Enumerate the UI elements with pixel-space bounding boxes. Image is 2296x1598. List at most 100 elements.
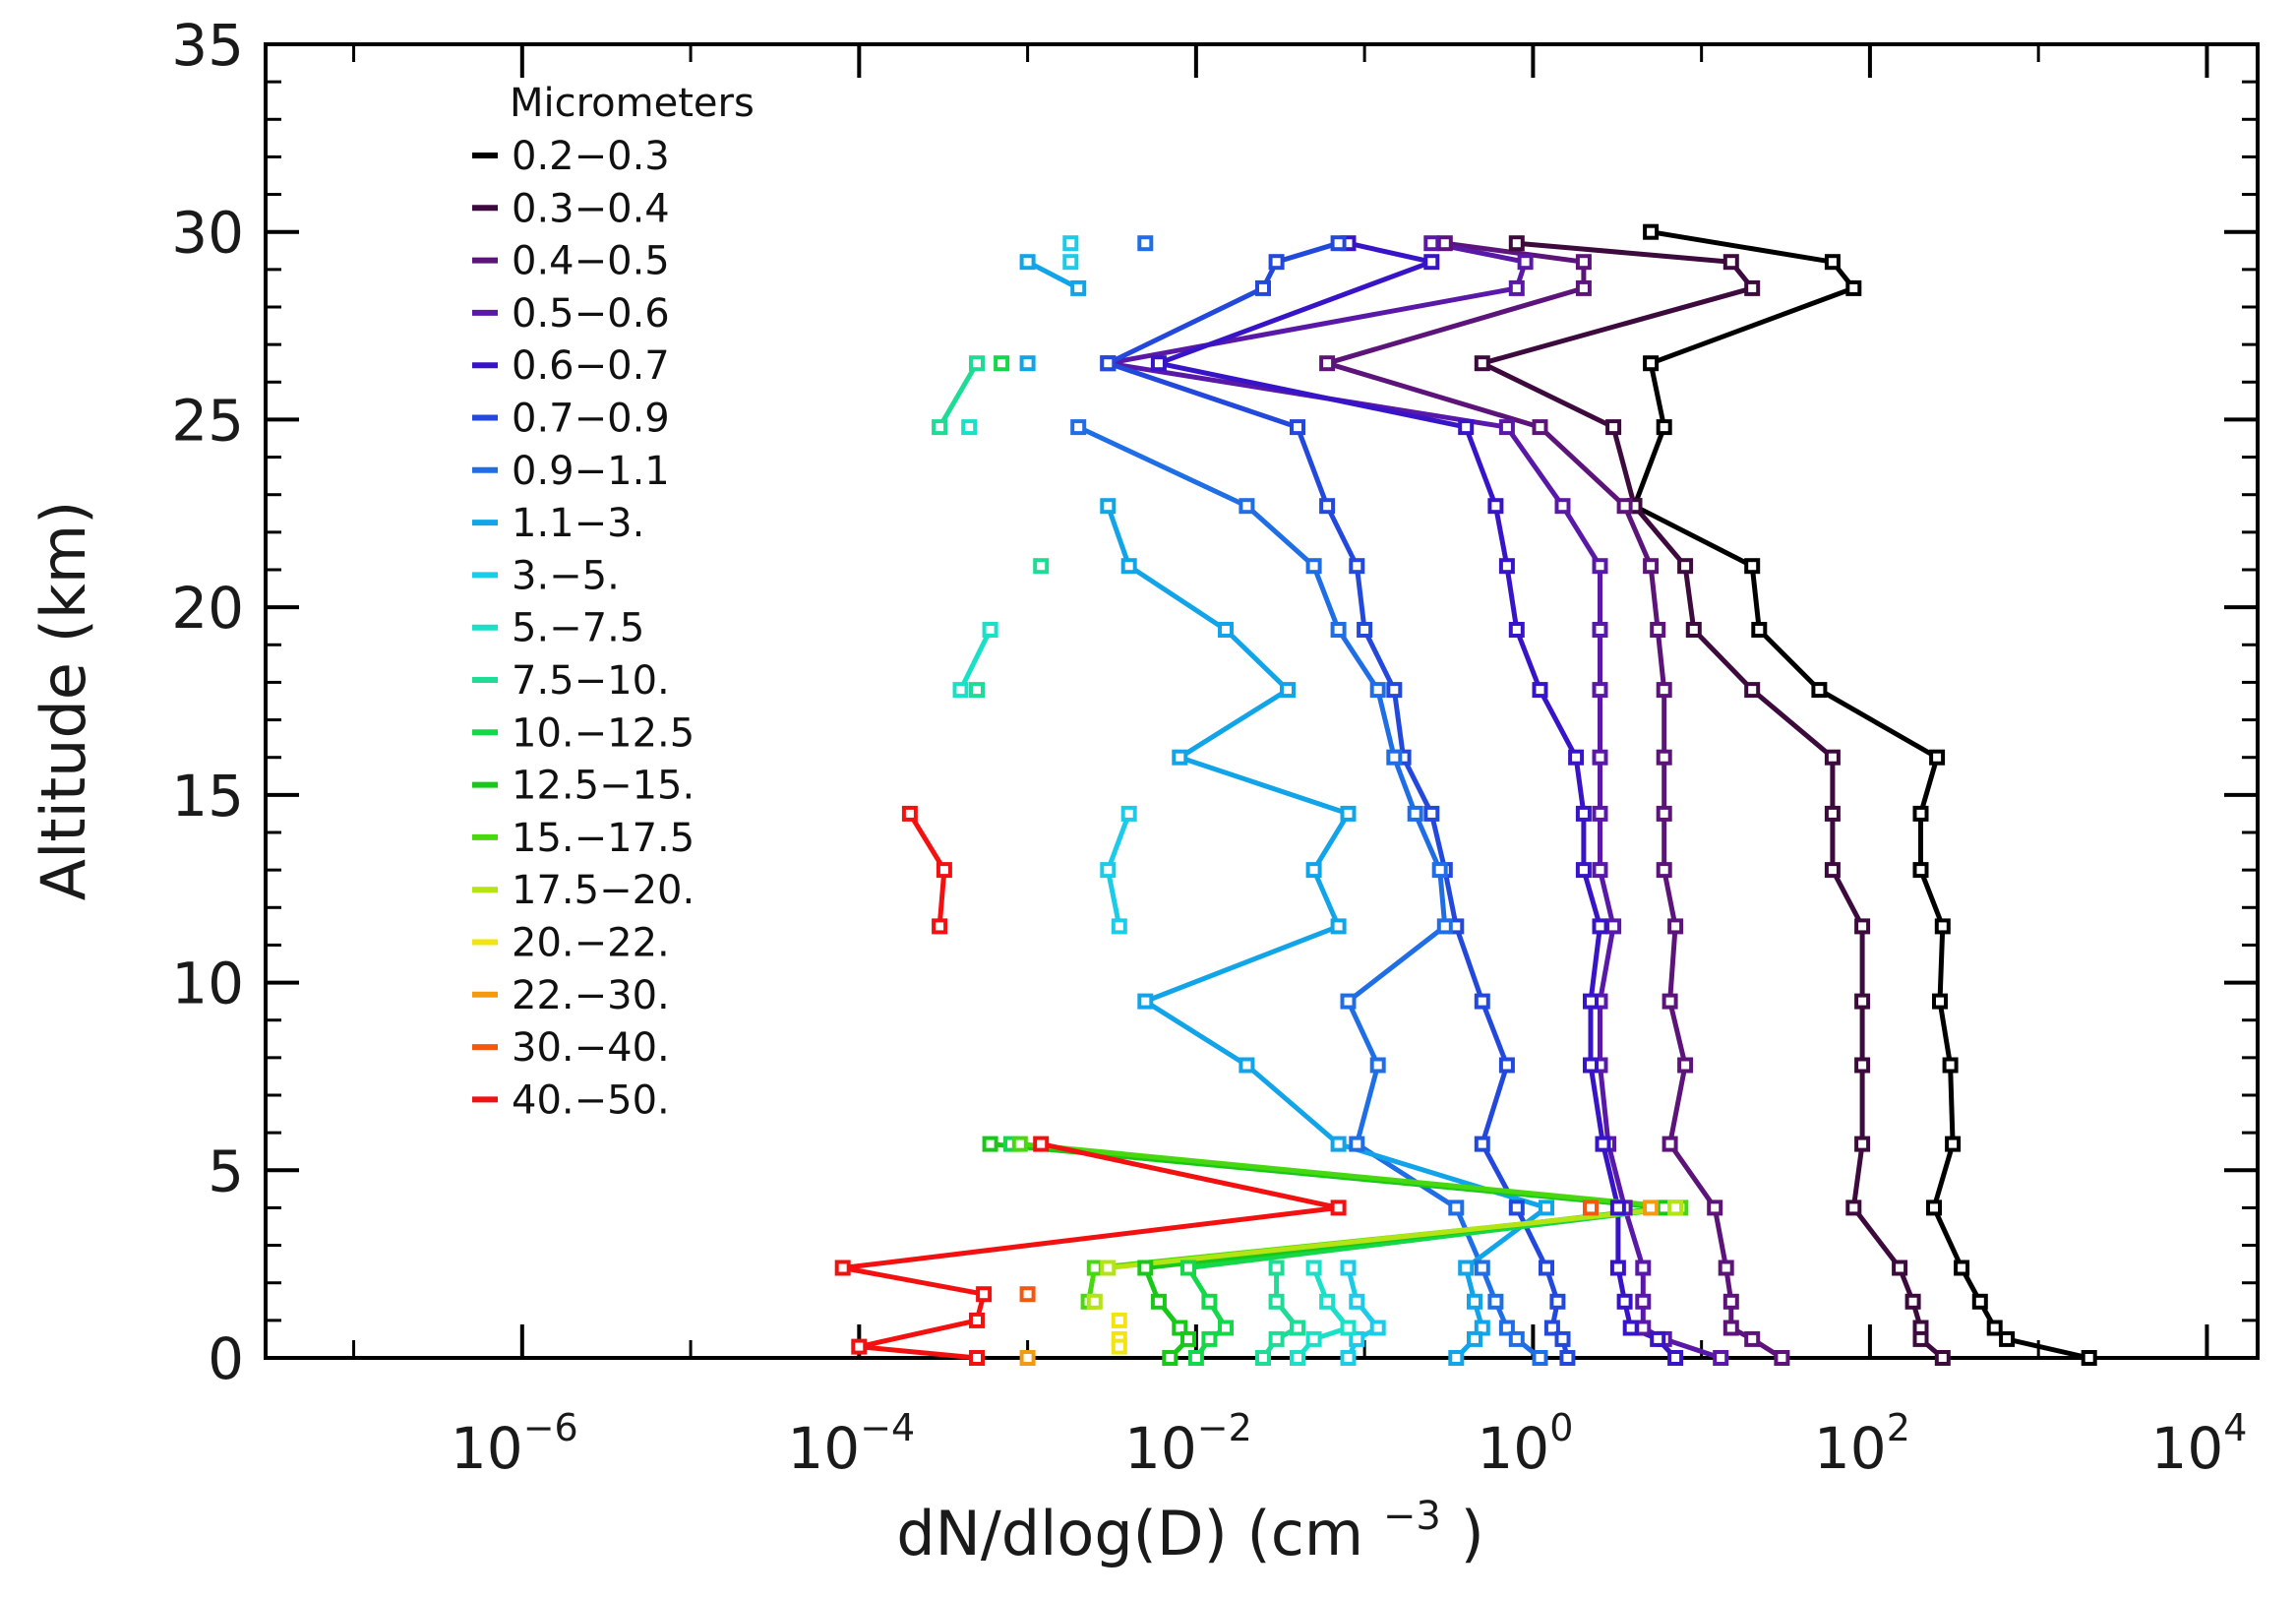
- data-point: [1498, 558, 1515, 575]
- data-point: [1474, 1136, 1490, 1152]
- legend-label: 22.−30.: [512, 973, 670, 1018]
- data-point: [1474, 1260, 1490, 1276]
- data-point: [1349, 558, 1365, 575]
- series-line: [1026, 259, 1080, 291]
- x-axis-tick-labels: 10−6 10−4 10−2 100 102 104: [451, 1406, 2248, 1482]
- data-point: [1319, 498, 1336, 515]
- x-axis-title-close: ): [1461, 1498, 1484, 1569]
- data-point: [1019, 355, 1036, 372]
- data-point: [1019, 1286, 1036, 1303]
- data-point: [1656, 862, 1672, 879]
- data-point: [1349, 1293, 1365, 1310]
- data-point: [1656, 805, 1672, 822]
- data-point: [1575, 862, 1592, 879]
- data-point: [1458, 419, 1475, 436]
- data-point: [1111, 1338, 1127, 1355]
- data-point: [1305, 1330, 1322, 1347]
- data-point: [1751, 622, 1768, 638]
- data-point: [1407, 805, 1423, 822]
- x-tick-label: 104: [2150, 1406, 2247, 1482]
- data-point: [834, 1260, 851, 1276]
- series-line: [1324, 240, 1783, 1361]
- data-point: [1854, 993, 1871, 1010]
- data-point: [1019, 254, 1036, 271]
- data-point: [1369, 682, 1386, 699]
- data-point: [1201, 1330, 1218, 1347]
- y-tick-label: 25: [171, 387, 244, 454]
- data-point: [1319, 1293, 1336, 1310]
- data-point: [1150, 1293, 1167, 1310]
- data-point: [1554, 1330, 1571, 1347]
- legend-label: 3.−5.: [512, 553, 620, 598]
- data-point: [1448, 1199, 1465, 1216]
- data-point: [1330, 235, 1347, 252]
- series-line: [1105, 240, 1570, 1359]
- data-point: [1357, 622, 1373, 638]
- data-point: [1423, 235, 1440, 252]
- data-point: [1583, 1199, 1599, 1216]
- data-point: [994, 355, 1010, 372]
- data-point: [1605, 419, 1622, 436]
- legend-label: 0.7−0.9: [512, 397, 670, 442]
- data-point: [969, 1350, 985, 1366]
- data-point: [1508, 279, 1525, 296]
- legend-label: 30.−40.: [512, 1025, 670, 1071]
- data-point: [1086, 1293, 1103, 1310]
- data-point: [1508, 1199, 1525, 1216]
- data-point: [1033, 1136, 1050, 1152]
- data-point: [1508, 235, 1525, 252]
- legend-label: 1.1−3.: [512, 501, 644, 546]
- x-tick-label: 10−6: [451, 1406, 578, 1482]
- data-point: [1340, 1350, 1357, 1366]
- data-point: [1255, 279, 1271, 296]
- data-point: [1616, 1293, 1633, 1310]
- x-tick-label: 102: [1814, 1406, 1910, 1482]
- data-point: [1609, 1199, 1626, 1216]
- data-point: [1554, 498, 1571, 515]
- data-point: [1892, 1260, 1908, 1276]
- series-line: [937, 361, 980, 429]
- data-point: [1824, 862, 1841, 879]
- data-point: [1643, 355, 1660, 372]
- y-tick-label: 10: [171, 951, 244, 1017]
- data-point: [1934, 918, 1951, 935]
- x-tick-label: 10−2: [1124, 1406, 1252, 1482]
- data-point: [1677, 558, 1694, 575]
- data-point: [1467, 1293, 1482, 1310]
- data-point: [2081, 1350, 2097, 1366]
- data-point: [1369, 1320, 1386, 1336]
- legend-label: 40.−50.: [512, 1077, 670, 1123]
- series-markers: [834, 223, 2097, 1366]
- data-point: [1945, 1136, 1962, 1152]
- data-point: [1744, 279, 1761, 296]
- data-point: [1592, 749, 1608, 766]
- data-point: [1854, 1057, 1871, 1074]
- data-point: [1474, 993, 1490, 1010]
- data-point: [1162, 1350, 1178, 1366]
- data-point: [1667, 918, 1684, 935]
- data-point: [1180, 1260, 1196, 1276]
- data-point: [1722, 1293, 1739, 1310]
- data-point: [1656, 682, 1672, 699]
- data-point: [1070, 419, 1087, 436]
- data-point: [1971, 1293, 1988, 1310]
- data-point: [1201, 1293, 1218, 1310]
- legend-label: 17.5−20.: [512, 868, 695, 913]
- data-point: [1340, 1260, 1357, 1276]
- data-point: [1467, 1330, 1482, 1347]
- y-tick-label: 15: [171, 763, 244, 830]
- data-point: [1718, 1260, 1734, 1276]
- data-point: [1592, 622, 1608, 638]
- legend-label: 7.5−10.: [512, 658, 670, 704]
- data-point: [1019, 1350, 1036, 1366]
- legend-label: 0.2−0.3: [512, 134, 670, 179]
- data-point: [1543, 1320, 1560, 1336]
- x-tick-label: 10−4: [787, 1406, 915, 1482]
- data-point: [851, 1338, 868, 1355]
- data-point: [1458, 1260, 1475, 1276]
- data-point: [1474, 355, 1490, 372]
- data-point: [1218, 622, 1234, 638]
- series-line: [1480, 240, 1945, 1360]
- data-point: [1539, 1199, 1554, 1216]
